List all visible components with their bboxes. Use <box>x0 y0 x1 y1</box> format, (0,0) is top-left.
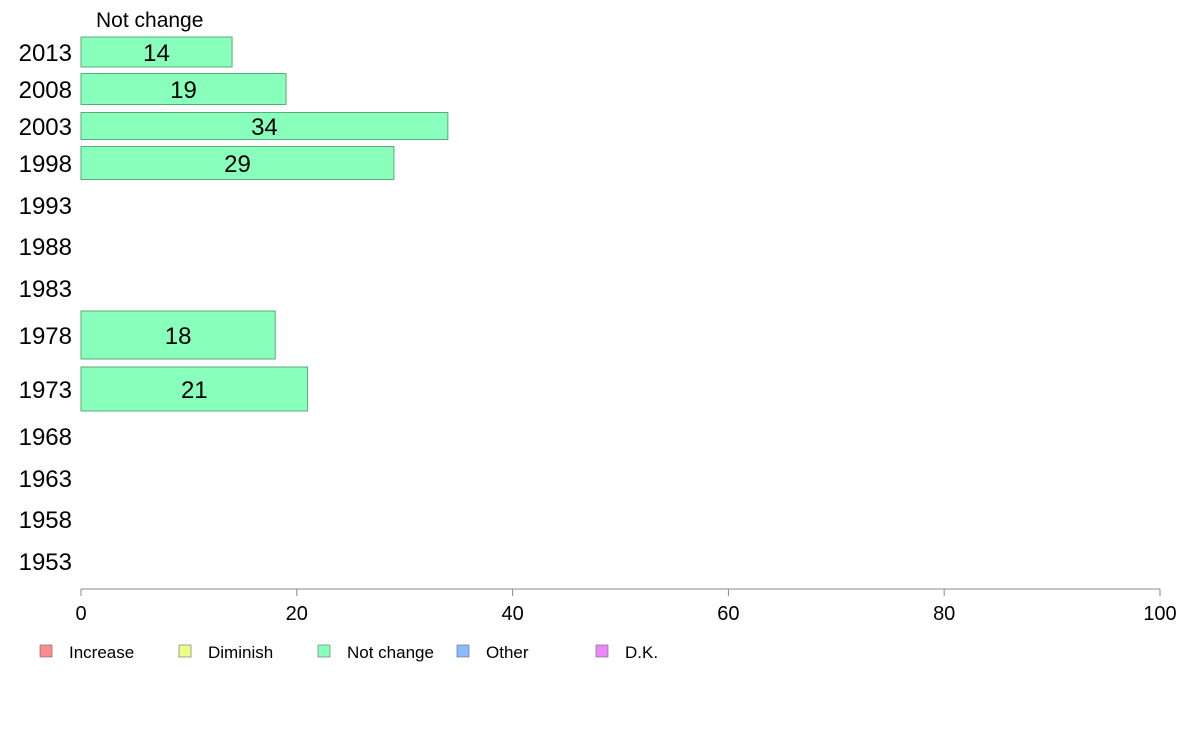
year-label: 1968 <box>19 424 72 451</box>
legend-label: Not change <box>347 643 434 662</box>
year-labels: 2013 2008 2003 1998 1993 1988 1983 1978 1973 1968… <box>19 40 72 576</box>
x-tick-label: 20 <box>286 603 308 625</box>
legend-swatch <box>39 644 53 658</box>
bar-value-label: 34 <box>251 114 278 141</box>
bar <box>80 146 395 180</box>
legend: Increase Diminish Not change Other D.K. <box>39 643 658 662</box>
year-label: 2013 <box>19 40 72 67</box>
year-label: 1993 <box>19 193 72 220</box>
series-title: Not change <box>96 9 203 32</box>
year-label: 1998 <box>19 151 72 178</box>
bar-value-label: 14 <box>143 40 170 67</box>
year-label: 1978 <box>19 323 72 350</box>
bar <box>80 112 449 140</box>
bar-value-label: 18 <box>165 323 192 350</box>
legend-swatch <box>317 644 331 658</box>
year-label: 1958 <box>19 507 72 534</box>
year-label: 1953 <box>19 549 72 576</box>
year-label: 2003 <box>19 114 72 141</box>
x-tick-label: 40 <box>501 603 523 625</box>
year-label: 1983 <box>19 276 72 303</box>
x-tick-label: 80 <box>933 603 955 625</box>
legend-label: Other <box>486 643 529 662</box>
x-tick-label: 0 <box>75 603 86 625</box>
bar-value-label: 19 <box>170 77 197 104</box>
bar-value-label: 21 <box>181 377 208 404</box>
legend-label: D.K. <box>625 643 658 662</box>
x-tick-label: 60 <box>717 603 739 625</box>
year-label: 1973 <box>19 377 72 404</box>
bar-value-label: 29 <box>224 151 251 178</box>
bar <box>80 36 233 68</box>
legend-label: Increase <box>69 643 134 662</box>
bar <box>80 366 309 412</box>
x-tick-label: 100 <box>1143 603 1176 625</box>
legend-swatch <box>456 644 470 658</box>
year-label: 2008 <box>19 77 72 104</box>
year-label: 1988 <box>19 234 72 261</box>
legend-swatch <box>178 644 192 658</box>
bar <box>80 310 276 360</box>
bar <box>80 73 287 105</box>
x-axis: 0 20 40 60 80 100 <box>75 588 1177 625</box>
legend-label: Diminish <box>208 643 273 662</box>
legend-swatch <box>595 644 609 658</box>
year-label: 1963 <box>19 466 72 493</box>
